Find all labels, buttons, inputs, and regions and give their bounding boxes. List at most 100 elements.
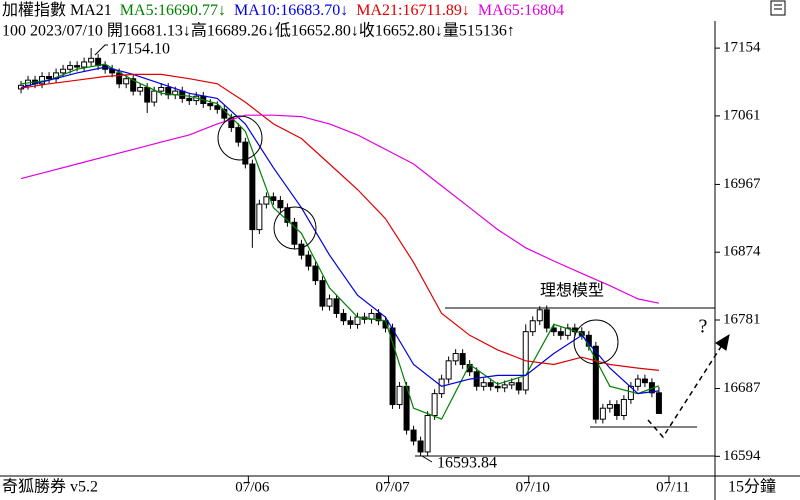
header-item: MA10:16683.70↓ [234, 2, 348, 19]
y-tick-label: 16967 [723, 176, 761, 192]
annotation: 理想模型 [540, 282, 604, 300]
x-tick-label: 07/10 [516, 479, 550, 495]
annotation: 16593.84 [437, 455, 497, 472]
candle-body [305, 254, 312, 267]
window-icon [770, 0, 786, 16]
footer-left: 奇狐勝券 v5.2 [2, 478, 98, 496]
candle-body [515, 382, 522, 391]
candle-body [333, 298, 340, 314]
candle-body [186, 97, 193, 102]
ma-line [20, 63, 660, 420]
candle-body [277, 199, 284, 209]
candle-body [298, 243, 305, 256]
header-item: MA5:16690.77↓ [120, 2, 226, 19]
candle-body [592, 345, 599, 420]
ma-line [20, 114, 660, 304]
candle-body [459, 353, 466, 365]
candle-body [319, 280, 326, 307]
candle-body [312, 265, 319, 282]
candle-body [564, 327, 571, 336]
candle-body [613, 404, 620, 416]
plot-area [18, 48, 662, 457]
candle-body [599, 407, 606, 420]
candle-body [242, 141, 249, 165]
candle-body [634, 378, 641, 387]
candle-body [74, 65, 81, 68]
x-tick-label: 07/06 [235, 479, 270, 495]
ma-line [20, 66, 659, 395]
candle-body [207, 103, 214, 107]
candle-body [543, 309, 550, 329]
candle-body [445, 360, 452, 380]
circle [573, 319, 619, 365]
x-tick-label: 07/11 [656, 479, 690, 495]
candle-body [424, 414, 431, 453]
header-item: MA65:16804 [478, 2, 564, 19]
candle-body [151, 90, 158, 103]
y-tick-label: 16687 [723, 380, 761, 396]
annotation: ? [699, 316, 708, 338]
candle-body [452, 353, 459, 362]
header-item: MA21:16711.89↓ [356, 2, 470, 19]
candle-body [396, 385, 403, 406]
candle-body [410, 429, 417, 442]
candle-body [641, 378, 648, 384]
candle-body [487, 382, 494, 387]
y-tick-label: 17154 [723, 40, 761, 56]
candle-body [340, 312, 347, 322]
candle-body [389, 327, 396, 406]
icon [770, 0, 786, 16]
candle-body [354, 316, 361, 325]
candle-body [46, 76, 53, 80]
candle-body [116, 72, 123, 85]
y-tick-label: 16781 [723, 311, 761, 327]
dashed-arrow [647, 341, 725, 439]
x-tick-label: 07/07 [375, 479, 410, 495]
candle-body [473, 371, 480, 387]
candle-body [620, 398, 627, 416]
candle-body [431, 393, 438, 416]
info: 100 2023/07/10 開16681.13↓高16689.26↓低1665… [2, 22, 515, 40]
ma-line [20, 73, 659, 371]
header: 加權指數 MA21 MA5:16690.77↓ MA10:16683.70↓ MA21… [2, 1, 564, 19]
candle-body [81, 61, 88, 68]
candle-body [284, 207, 291, 223]
candle-body [144, 86, 151, 103]
arrow-head [715, 333, 730, 351]
candle-body [417, 440, 424, 453]
candle-body [214, 105, 221, 110]
candle-body [88, 57, 95, 63]
circle [273, 206, 317, 250]
candle-body [494, 385, 501, 389]
candle-body [60, 68, 67, 74]
circle [217, 115, 263, 161]
candle-body [235, 127, 242, 143]
candle-body [263, 196, 270, 205]
candle-body [67, 65, 74, 70]
header-bg [0, 0, 770, 21]
candle-body [249, 163, 256, 231]
leader-line [421, 455, 433, 463]
y-tick-label: 16874 [723, 244, 761, 260]
candle-body [130, 78, 137, 92]
candle-body [291, 221, 298, 245]
y-tick-label: 16594 [723, 448, 761, 464]
annotation: 17154.10 [110, 41, 170, 58]
candle-body [165, 86, 172, 96]
candle-body [557, 331, 564, 336]
candle-body [529, 320, 536, 333]
candle-body [137, 86, 144, 92]
candle-body [508, 382, 515, 386]
candle-body [123, 78, 130, 85]
candle-body [501, 384, 508, 389]
candle-body [270, 196, 277, 201]
header-label: 加權指數 MA21 [2, 1, 112, 19]
candle-body [326, 298, 333, 307]
candle-body [480, 382, 487, 387]
candle-body [606, 404, 613, 409]
candle-body [158, 86, 165, 92]
candle-body [347, 320, 354, 325]
candle-body [256, 203, 263, 231]
y-tick-label: 17061 [723, 107, 761, 123]
